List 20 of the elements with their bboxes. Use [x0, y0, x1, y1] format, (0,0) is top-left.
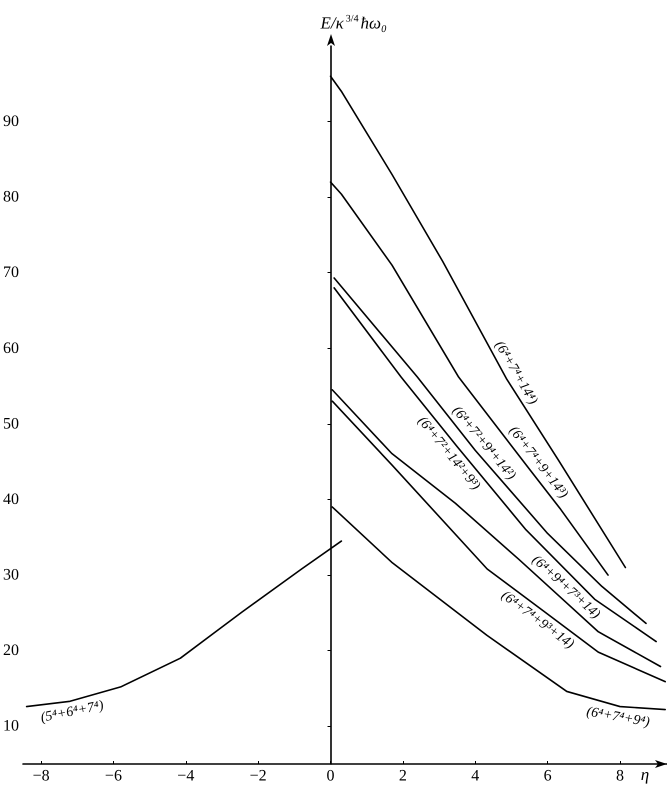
y-tick-label: 40 — [3, 490, 19, 508]
x-tick-label: 4 — [471, 768, 480, 784]
y-tick-label: 80 — [3, 188, 19, 206]
y-tick-label: 60 — [3, 340, 19, 357]
x-tick-label: −8 — [32, 768, 50, 784]
y-tick-label: 50 — [3, 415, 19, 432]
y-tick-label: 70 — [3, 264, 19, 282]
x-tick-label: 2 — [398, 768, 407, 784]
y-tick-label: 20 — [3, 642, 19, 660]
x-tick-label: −6 — [104, 768, 122, 784]
annotation: (6⁴+7⁴+9⁴) — [585, 704, 652, 730]
x-tick-label: 0 — [326, 768, 335, 784]
y-tick-label: 10 — [3, 718, 19, 735]
y-tick-label: 90 — [3, 113, 19, 130]
x-tick-label: 8 — [616, 768, 624, 784]
x-tick-label: 6 — [544, 768, 552, 784]
x-tick-label: −2 — [250, 768, 267, 784]
y-tick-label: 30 — [3, 566, 19, 584]
x-tick-label: −4 — [177, 768, 194, 784]
x-axis-title: η — [640, 765, 650, 784]
